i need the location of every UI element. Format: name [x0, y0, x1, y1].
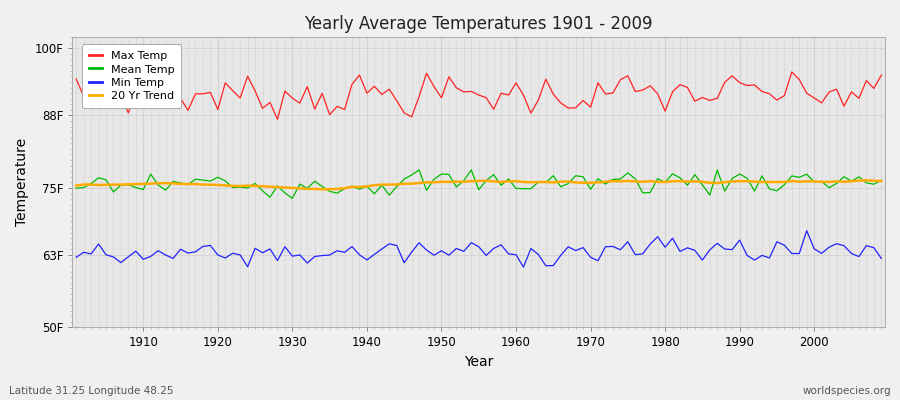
Text: worldspecies.org: worldspecies.org: [803, 386, 891, 396]
Title: Yearly Average Temperatures 1901 - 2009: Yearly Average Temperatures 1901 - 2009: [304, 15, 653, 33]
X-axis label: Year: Year: [464, 355, 493, 369]
Legend: Max Temp, Mean Temp, Min Temp, 20 Yr Trend: Max Temp, Mean Temp, Min Temp, 20 Yr Tre…: [82, 44, 181, 108]
Text: Latitude 31.25 Longitude 48.25: Latitude 31.25 Longitude 48.25: [9, 386, 174, 396]
Y-axis label: Temperature: Temperature: [15, 138, 29, 226]
